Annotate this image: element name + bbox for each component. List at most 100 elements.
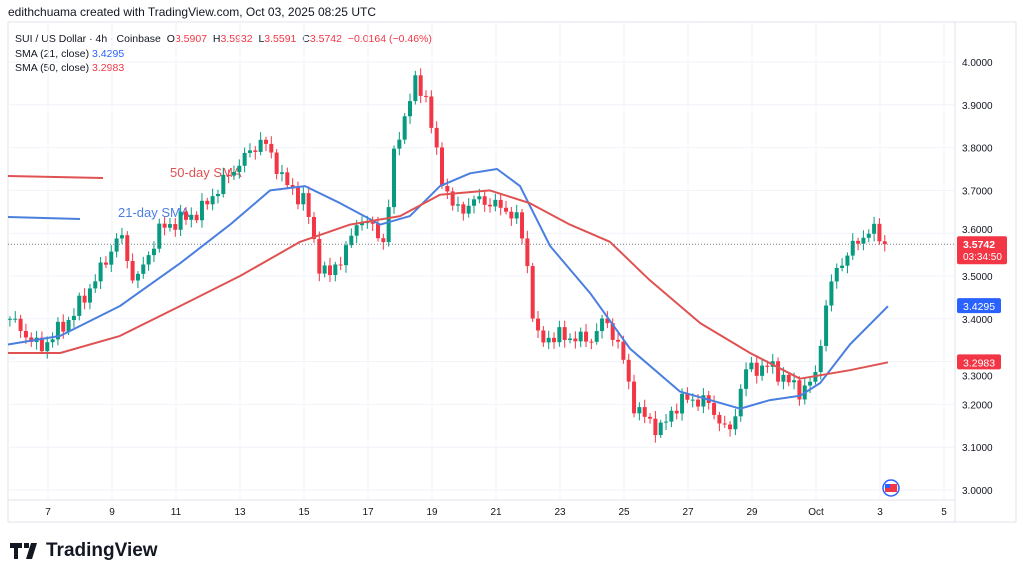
candle-body: [648, 416, 653, 419]
candle-body: [792, 380, 797, 383]
candle-body: [685, 393, 690, 400]
sma21-row[interactable]: SMA (21, close) 3.4295: [15, 47, 432, 62]
brand-name: TradingView: [46, 540, 158, 561]
price-tick-label: 3.8000: [962, 144, 993, 155]
candle-body: [87, 288, 92, 303]
price-tick-label: 3.0000: [962, 486, 993, 497]
change-value: −0.0164 (−0.46%): [347, 33, 432, 45]
sma21-annotation-line: [7, 216, 81, 220]
candle-body: [322, 265, 327, 274]
candle-body: [183, 211, 188, 220]
last-price-label: 3.5742: [963, 239, 995, 251]
candle-body: [141, 264, 146, 274]
time-tick-label: 3: [877, 507, 883, 518]
sma50-row[interactable]: SMA (50, close) 3.2983: [15, 61, 432, 76]
sma50-price-label: 3.2983: [963, 357, 995, 369]
candle-body: [381, 238, 386, 243]
sma21-annotation-text: 21-day SMA: [118, 205, 190, 220]
candle-body: [445, 185, 450, 192]
candle-body: [738, 388, 743, 417]
candle-body: [882, 241, 887, 245]
candle-body: [408, 101, 412, 117]
candle-body: [776, 361, 781, 382]
candle-body: [210, 196, 215, 205]
candle-body: [824, 305, 829, 346]
candle-body: [359, 222, 364, 226]
candle-body: [765, 365, 770, 367]
candle-body: [178, 211, 183, 230]
candle-body: [488, 204, 493, 207]
last-price-badge: [957, 236, 1007, 265]
candle-body: [621, 341, 626, 360]
candle-body: [130, 260, 135, 281]
candle-body: [349, 235, 354, 246]
candle-body: [562, 327, 567, 341]
candle-body: [797, 380, 802, 400]
candle-body: [877, 223, 882, 242]
candle-body: [173, 224, 178, 230]
price-tick-label: 3.1000: [962, 443, 993, 454]
candle-body: [290, 185, 295, 188]
high-label: H: [212, 33, 221, 45]
candle-body: [525, 238, 530, 267]
price-tick-label: 3.7000: [962, 186, 993, 197]
candle-body: [215, 194, 220, 197]
candle-body: [413, 75, 418, 102]
symbol-row: SUI / US Dollar · 4h · Coinbase O3.5907 …: [15, 32, 432, 47]
candle-body: [674, 410, 679, 414]
candle-body: [338, 264, 343, 266]
candle-body: [434, 127, 439, 148]
candle-body: [45, 342, 50, 352]
candle-body: [23, 331, 28, 338]
candle-body: [552, 337, 557, 343]
candle-body: [568, 338, 573, 341]
candle-body: [162, 223, 167, 228]
candle-body: [680, 393, 685, 414]
candle-body: [541, 330, 546, 343]
candle-body: [77, 295, 82, 316]
candle-body: [632, 381, 637, 414]
price-tick-label: 3.6000: [962, 225, 993, 236]
sma21-value: 3.4295: [92, 47, 125, 60]
candle-body: [66, 320, 71, 332]
candle-body: [658, 422, 663, 436]
candle-body: [61, 321, 66, 332]
chart-frame: [7, 21, 1017, 523]
candle-body: [301, 193, 306, 205]
candle-body: [733, 416, 738, 430]
candle-body: [189, 214, 194, 220]
time-tick-label: 21: [490, 507, 502, 518]
time-tick-label: 13: [234, 507, 246, 518]
time-tick-label: 27: [682, 507, 694, 518]
candle-body: [7, 318, 12, 320]
candle-body: [472, 199, 477, 206]
price-tick-label: 3.4000: [962, 315, 993, 326]
candle-body: [151, 248, 156, 256]
time-tick-label: 23: [554, 507, 566, 518]
sma50-label: SMA (50, close): [15, 62, 90, 74]
symbol-title[interactable]: SUI / US Dollar · 4h · Coinbase: [15, 33, 161, 45]
open-value: 3.5907: [174, 33, 208, 45]
time-tick-label: 15: [298, 507, 310, 518]
candle-body: [295, 187, 300, 205]
candle-body: [808, 381, 813, 386]
candle-body: [146, 255, 151, 265]
candle-body: [114, 238, 119, 252]
tradingview-logo-icon: [10, 543, 37, 559]
candle-body: [103, 262, 108, 265]
candle-body: [594, 331, 599, 342]
candle-body: [626, 359, 631, 382]
candle-body: [616, 339, 621, 342]
candle-body: [167, 224, 172, 228]
price-tick-label: 3.2000: [962, 400, 993, 411]
candle-body: [386, 207, 391, 243]
candle-body: [466, 205, 471, 214]
candle-body: [199, 200, 204, 221]
candle-body: [642, 407, 647, 417]
candle-body: [247, 150, 252, 153]
candle-body: [397, 139, 402, 149]
candle-body: [221, 174, 226, 195]
candle-body: [18, 318, 23, 332]
candle-body: [13, 318, 18, 320]
